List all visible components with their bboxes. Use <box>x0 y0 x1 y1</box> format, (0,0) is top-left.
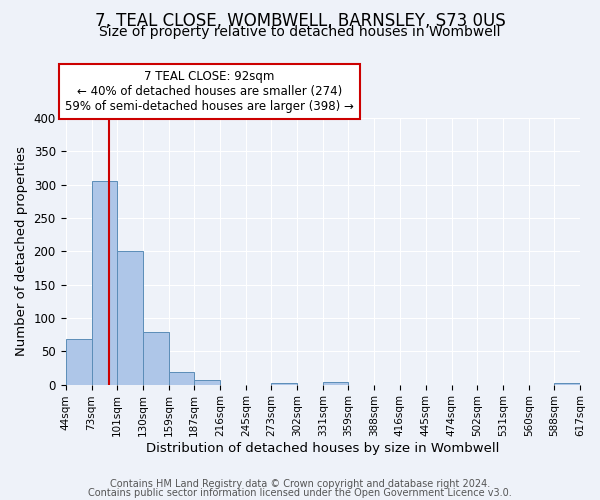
Text: Contains HM Land Registry data © Crown copyright and database right 2024.: Contains HM Land Registry data © Crown c… <box>110 479 490 489</box>
Text: 7 TEAL CLOSE: 92sqm
← 40% of detached houses are smaller (274)
59% of semi-detac: 7 TEAL CLOSE: 92sqm ← 40% of detached ho… <box>65 70 354 113</box>
Bar <box>271 382 297 384</box>
Bar <box>169 372 194 384</box>
Bar <box>143 332 169 384</box>
Bar <box>65 340 92 384</box>
Text: Contains public sector information licensed under the Open Government Licence v3: Contains public sector information licen… <box>88 488 512 498</box>
Bar <box>323 382 349 384</box>
Bar <box>92 182 117 384</box>
Text: 7, TEAL CLOSE, WOMBWELL, BARNSLEY, S73 0US: 7, TEAL CLOSE, WOMBWELL, BARNSLEY, S73 0… <box>95 12 505 30</box>
Bar <box>194 380 220 384</box>
Bar <box>554 382 580 384</box>
X-axis label: Distribution of detached houses by size in Wombwell: Distribution of detached houses by size … <box>146 442 499 455</box>
Bar <box>117 252 143 384</box>
Y-axis label: Number of detached properties: Number of detached properties <box>15 146 28 356</box>
Text: Size of property relative to detached houses in Wombwell: Size of property relative to detached ho… <box>99 25 501 39</box>
